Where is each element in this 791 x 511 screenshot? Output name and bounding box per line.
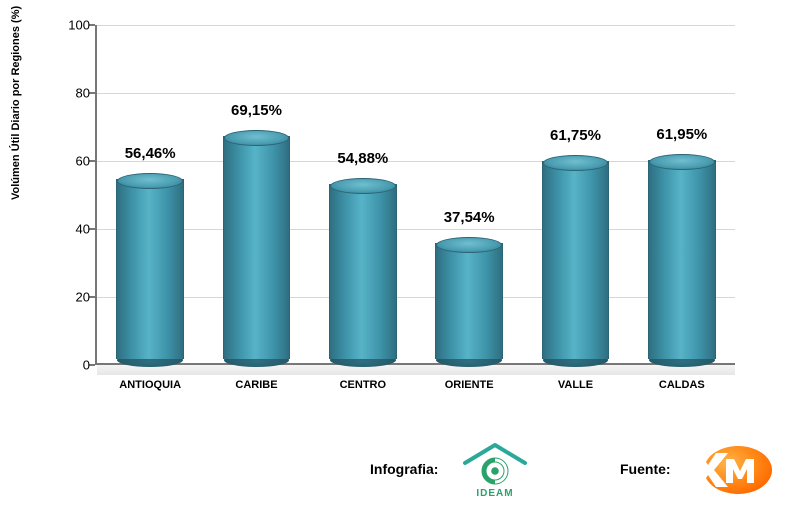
bar-value-label: 56,46% xyxy=(125,145,176,162)
bar-value-label: 61,75% xyxy=(550,127,601,144)
category-label: CALDAS xyxy=(659,379,705,391)
y-axis-label: Volúmen Útil Diario por Regiones (%) xyxy=(10,6,22,200)
ytick-label: 80 xyxy=(60,86,90,101)
plot-area: 020406080100 56,46%69,15%54,88%37,54%61,… xyxy=(95,25,745,405)
bar: 69,15% xyxy=(224,130,290,365)
bar: 61,75% xyxy=(543,155,609,365)
category-label: VALLE xyxy=(558,379,593,391)
category-label: ORIENTE xyxy=(445,379,494,391)
chart-page: Volúmen Útil Diario por Regiones (%) 0 20… xyxy=(0,0,791,511)
plot-floor xyxy=(97,365,735,375)
ytick-label: 100 xyxy=(60,18,90,33)
bar: 56,46% xyxy=(117,173,183,365)
ytick-label: 20 xyxy=(60,290,90,305)
category-label: CARIBE xyxy=(235,379,277,391)
ytick-label: 40 xyxy=(60,222,90,237)
bar-value-label: 61,95% xyxy=(656,126,707,143)
bar: 37,54% xyxy=(436,237,502,365)
ytick-label: 60 xyxy=(60,154,90,169)
xm-logo-icon xyxy=(682,445,774,495)
ideam-logo-icon: IDEAM xyxy=(455,441,535,499)
category-label: ANTIOQUIA xyxy=(119,379,181,391)
fuente-label: Fuente: xyxy=(620,461,671,477)
bar-value-label: 69,15% xyxy=(231,102,282,119)
bar: 61,95% xyxy=(649,154,715,365)
bars-container: 56,46% 69,15% 54,88% 37,54% 61,75% 61,95% xyxy=(97,25,735,365)
ytick-label: 0 xyxy=(60,358,90,373)
footer: Infografia: IDEAM Fuente: xyxy=(0,443,791,503)
bar: 54,88% xyxy=(330,178,396,365)
ideam-logo-text: IDEAM xyxy=(476,488,513,499)
category-label: CENTRO xyxy=(340,379,386,391)
infografia-label: Infografia: xyxy=(370,461,438,477)
bar-value-label: 54,88% xyxy=(337,150,388,167)
bar-value-label: 37,54% xyxy=(444,209,495,226)
